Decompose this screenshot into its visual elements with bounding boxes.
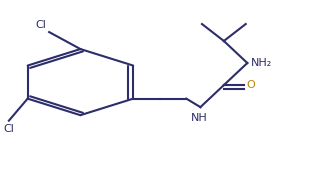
- Text: NH₂: NH₂: [251, 58, 272, 68]
- Text: Cl: Cl: [3, 124, 14, 134]
- Text: O: O: [247, 80, 255, 90]
- Text: Cl: Cl: [35, 20, 46, 30]
- Text: NH: NH: [191, 113, 207, 123]
